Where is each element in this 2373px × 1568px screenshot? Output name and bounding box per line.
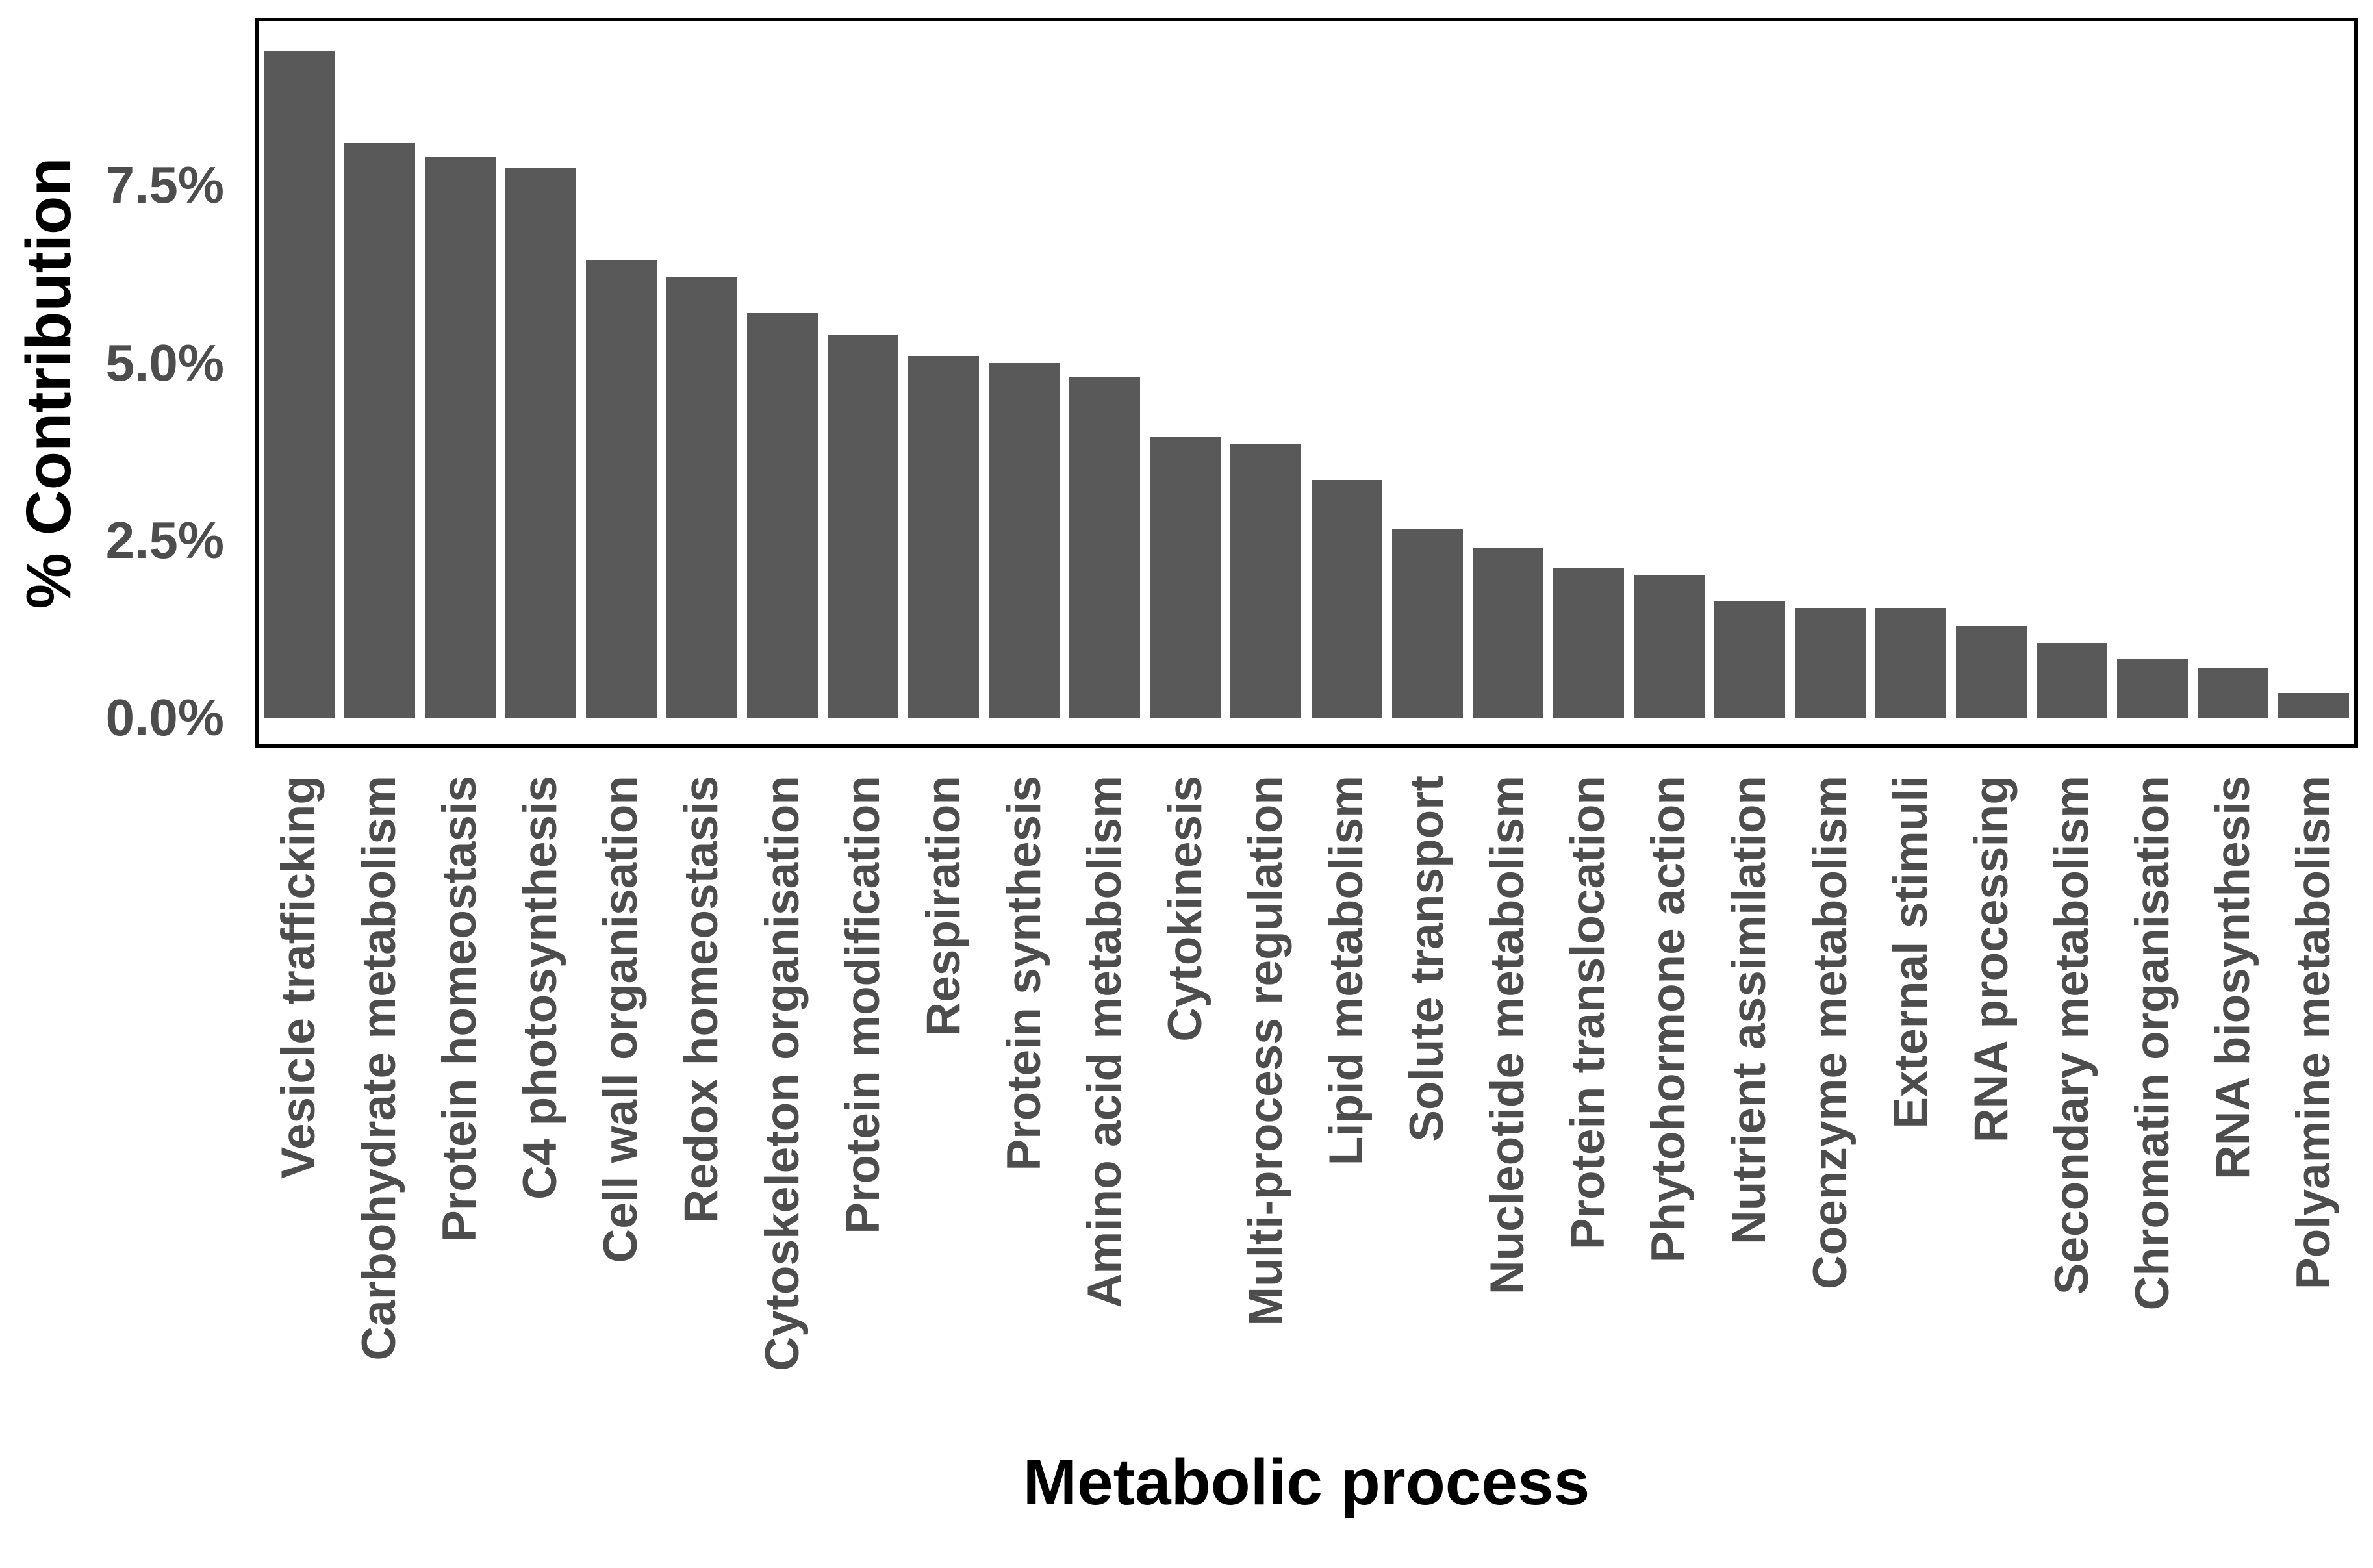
- x-tick-label-polyamine-metabolism: Polyamine metabolism: [2287, 776, 2340, 1293]
- x-tick-label-text: Nucleotide metabolism: [1481, 776, 1534, 1295]
- x-tick-label-text: Lipid metabolism: [1319, 776, 1373, 1166]
- x-tick-label-cell-wall-organisation: Cell wall organisation: [594, 776, 648, 1266]
- y-tick-label-7-5: 7.5%: [105, 156, 224, 214]
- x-tick-label-redox-homeostasis: Redox homeostasis: [675, 776, 728, 1227]
- x-tick-label-external-stimuli: External stimuli: [1884, 776, 1936, 1132]
- bar-rna-biosynthesis: [2198, 668, 2269, 718]
- y-tick-label-2-5: 2.5%: [105, 511, 224, 569]
- x-tick-label-cytoskeleton-organisation: Cytoskeleton organisation: [755, 776, 809, 1374]
- plot-panel: [255, 18, 2358, 748]
- bar-multi-process-regulation: [1230, 444, 1302, 718]
- x-tick-label-respiration: Respiration: [917, 776, 969, 1040]
- x-tick-label-text: Cell wall organisation: [594, 776, 648, 1263]
- bar-protein-synthesis: [989, 362, 1060, 718]
- x-tick-label-text: Nutrient assimilation: [1723, 776, 1776, 1245]
- x-tick-label-text: Chromatin organisation: [2126, 776, 2179, 1311]
- bar-c4-photosynthesis: [505, 167, 576, 718]
- x-axis-title: Metabolic process: [1022, 1446, 1590, 1519]
- x-tick-label-text: Multi-process regulation: [1239, 776, 1292, 1326]
- bar-chromatin-organisation: [2117, 659, 2189, 718]
- x-tick-label-text: Protein translocation: [1562, 776, 1615, 1250]
- x-tick-label-multi-process-regulation: Multi-process regulation: [1239, 776, 1292, 1330]
- x-tick-label-cytokinesis: Cytokinesis: [1158, 776, 1212, 1045]
- x-tick-label-protein-translocation: Protein translocation: [1562, 776, 1614, 1253]
- bar-cytoskeleton-organisation: [747, 313, 818, 718]
- x-tick-label-text: Cytoskeleton organisation: [755, 776, 809, 1371]
- bar-phytohormone-action: [1633, 575, 1705, 718]
- x-tick-label-text: Carbohydrate metabolism: [352, 776, 405, 1361]
- x-axis-tick-labels: Vesicle trafficking Carbohydrate metaboli…: [259, 776, 2354, 1425]
- x-tick-label-text: RNA processing: [1964, 776, 2018, 1143]
- x-tick-label-text: Respiration: [917, 776, 970, 1037]
- bar-protein-translocation: [1553, 568, 1624, 718]
- bar-carbohydrate-metabolism: [344, 142, 415, 718]
- x-tick-label-protein-homeostasis: Protein homeostasis: [433, 776, 487, 1245]
- x-tick-label-phytohormone-action: Phytohormone action: [1642, 776, 1695, 1266]
- x-tick-label-rna-biosynthesis: RNA biosynthesis: [2207, 776, 2259, 1183]
- x-tick-label-solute-transport: Solute transport: [1401, 776, 1453, 1145]
- bar-vesicle-trafficking: [263, 50, 335, 718]
- x-tick-label-coenzyme-metabolism: Coenzyme metabolism: [1803, 776, 1857, 1293]
- x-tick-label-chromatin-organisation: Chromatin organisation: [2126, 776, 2179, 1313]
- bar-nucleotide-metabolism: [1472, 547, 1543, 718]
- bar-amino-acid-metabolism: [1069, 377, 1141, 718]
- x-tick-label-text: Protein modification: [836, 776, 889, 1234]
- x-tick-label-text: Redox homeostasis: [675, 776, 728, 1224]
- x-tick-label-amino-acid-metabolism: Amino acid metabolism: [1078, 776, 1131, 1311]
- x-tick-label-nutrient-assimilation: Nutrient assimilation: [1723, 776, 1775, 1248]
- bar-cytokinesis: [1150, 437, 1221, 718]
- x-tick-label-text: Polyamine metabolism: [2287, 776, 2340, 1290]
- y-tick-label-5-0: 5.0%: [105, 333, 224, 392]
- bar-cell-wall-organisation: [585, 260, 657, 718]
- x-tick-label-text: Amino acid metabolism: [1078, 776, 1131, 1308]
- x-tick-label-text: Vesicle trafficking: [272, 776, 325, 1179]
- x-tick-label-lipid-metabolism: Lipid metabolism: [1319, 776, 1373, 1169]
- x-tick-label-c4-photosynthesis: C4 photosynthesis: [514, 776, 566, 1203]
- bar-external-stimuli: [1875, 607, 1947, 718]
- x-tick-label-rna-processing: RNA processing: [1964, 776, 2018, 1146]
- x-tick-label-text: External stimuli: [1884, 776, 1937, 1129]
- x-tick-label-protein-synthesis: Protein synthesis: [998, 776, 1050, 1174]
- bar-secondary-metabolism: [2037, 643, 2108, 718]
- x-tick-label-text: Secondary metabolism: [2045, 776, 2098, 1295]
- bar-redox-homeostasis: [666, 277, 737, 718]
- bar-polyamine-metabolism: [2278, 692, 2350, 718]
- x-tick-label-vesicle-trafficking: Vesicle trafficking: [272, 776, 325, 1182]
- bar-nutrient-assimilation: [1714, 600, 1785, 718]
- x-tick-label-secondary-metabolism: Secondary metabolism: [2046, 776, 2098, 1298]
- x-tick-label-nucleotide-metabolism: Nucleotide metabolism: [1481, 776, 1534, 1298]
- y-axis-tick-labels: 0.0% 2.5% 5.0% 7.5%: [0, 0, 224, 779]
- x-tick-label-text: Cytokinesis: [1158, 776, 1212, 1042]
- x-tick-label-text: Protein homeostasis: [433, 776, 487, 1243]
- bar-protein-modification: [828, 334, 899, 718]
- y-tick-label-0-0: 0.0%: [105, 689, 224, 746]
- bar-respiration: [908, 355, 980, 718]
- x-tick-label-text: Phytohormone action: [1642, 776, 1695, 1263]
- bar-lipid-metabolism: [1311, 479, 1382, 718]
- x-tick-label-text: Solute transport: [1400, 776, 1453, 1142]
- x-tick-label-carbohydrate-metabolism: Carbohydrate metabolism: [353, 776, 405, 1364]
- x-tick-label-text: Coenzyme metabolism: [1803, 776, 1857, 1290]
- x-tick-label-text: C4 photosynthesis: [514, 776, 567, 1200]
- x-tick-label-text: RNA biosynthesis: [2206, 776, 2259, 1180]
- bar-rna-processing: [1956, 625, 2027, 718]
- x-tick-label-text: Protein synthesis: [997, 776, 1050, 1171]
- bar-solute-transport: [1391, 529, 1463, 718]
- bar-protein-homeostasis: [424, 157, 496, 718]
- x-tick-label-protein-modification: Protein modification: [836, 776, 889, 1237]
- bar-coenzyme-metabolism: [1795, 607, 1866, 718]
